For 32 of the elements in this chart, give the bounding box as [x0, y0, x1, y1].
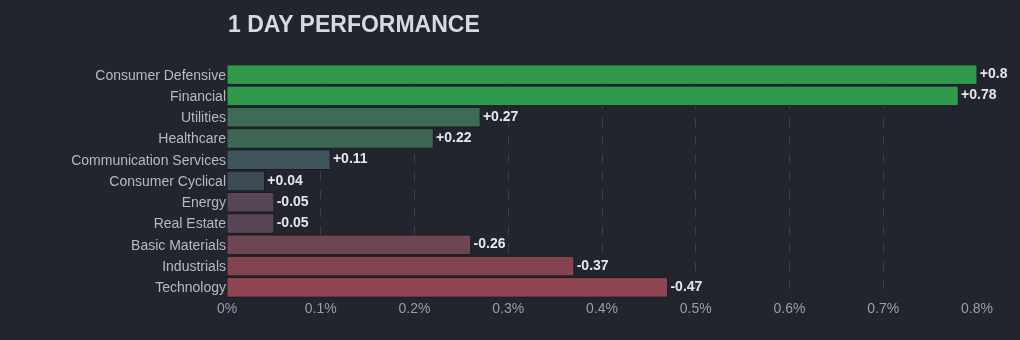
y-tick-label: Utilities: [180, 109, 226, 126]
x-tick-label: 0.2%: [398, 300, 431, 316]
data-label: -0.26: [470, 235, 506, 252]
y-tick-label: Real Estate: [153, 215, 227, 232]
data-label: +0.8: [977, 65, 1008, 82]
chart-title: 1 DAY PERFORMANCE: [228, 10, 480, 37]
x-tick-label: 0.7%: [867, 300, 900, 316]
y-tick-label: Communication Services: [71, 151, 226, 168]
data-label: +0.22: [433, 128, 472, 145]
data-label: +0.11: [330, 150, 368, 167]
y-tick-label: Healthcare: [158, 130, 227, 147]
y-tick-label: Consumer Defensive: [95, 66, 227, 83]
data-label: -0.37: [573, 256, 609, 273]
x-tick-label: 0.1%: [304, 300, 337, 316]
y-tick-label: Industrials: [162, 257, 226, 274]
data-label: -0.05: [273, 192, 309, 209]
data-label: -0.05: [273, 214, 309, 231]
x-tick-label: 0.4%: [586, 300, 618, 316]
y-tick-label: Financial: [169, 87, 226, 104]
y-tick-label: Consumer Cyclical: [109, 172, 226, 189]
data-label: +0.27: [480, 107, 519, 124]
x-tick-label: 0.5%: [679, 300, 712, 316]
x-tick-label: 0%: [216, 300, 238, 316]
y-tick-label: Energy: [181, 194, 226, 211]
data-label: +0.04: [264, 171, 303, 188]
data-label: +0.78: [958, 86, 997, 103]
y-tick-label: Technology: [155, 279, 226, 296]
x-tick-label: 0.8%: [961, 300, 993, 316]
x-tick-label: 0.3%: [492, 300, 525, 316]
x-tick-label: 0.6%: [773, 300, 806, 316]
y-tick-label: Basic Materials: [131, 236, 226, 253]
data-label: -0.47: [667, 277, 703, 294]
